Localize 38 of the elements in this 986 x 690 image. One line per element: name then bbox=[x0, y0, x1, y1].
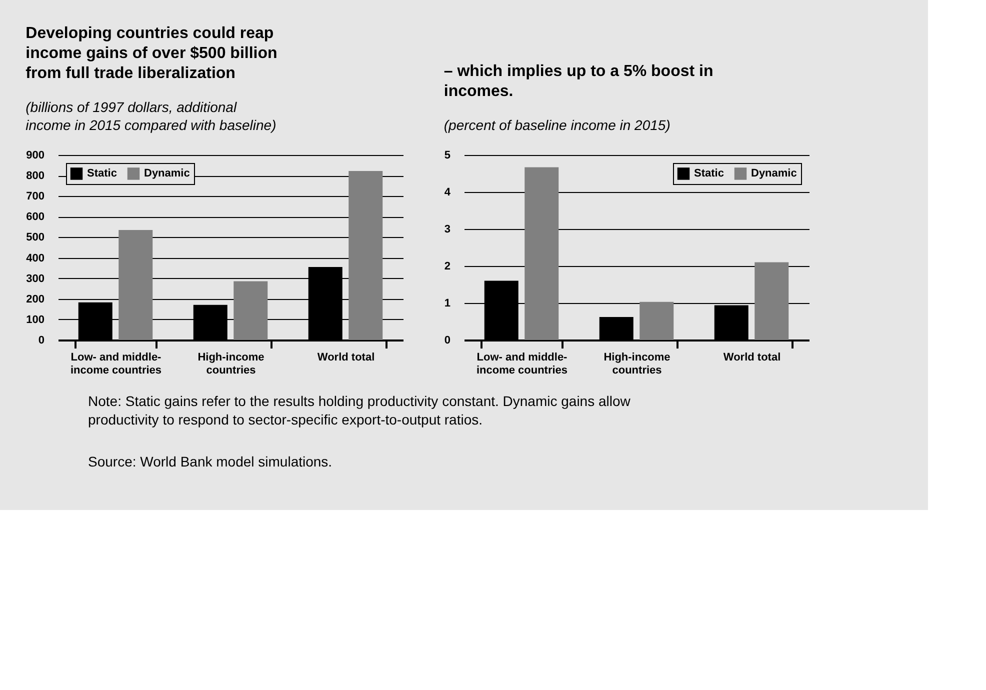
text: Note: Static gains refer to the results holding productivity constant. Dynamic gains allow productivity to respond to sector-specific export-to-output ratios. bbox=[88, 393, 632, 428]
chart-title: Developing countries could reap income gains of over $500 billion from full trade liberalization bbox=[26, 25, 278, 82]
chart-subtitle: (percent of baseline income in 2015) bbox=[444, 117, 670, 133]
y-tick-label: 1 bbox=[444, 298, 450, 310]
y-tick-label: 600 bbox=[26, 211, 44, 224]
legend-label: Dynamic bbox=[144, 168, 190, 180]
legend-label: Dynamic bbox=[751, 168, 797, 180]
legend-label: Static bbox=[694, 168, 724, 180]
x-tick-label: World total bbox=[723, 352, 781, 364]
y-tick-label: 2 bbox=[444, 260, 450, 272]
y-tick-label: 0 bbox=[444, 334, 450, 346]
x-tick-label: World total bbox=[317, 352, 375, 364]
y-tick-label: 100 bbox=[26, 314, 44, 326]
y-tick-label: 500 bbox=[26, 232, 44, 244]
y-tick-label: 5 bbox=[444, 150, 450, 162]
y-tick-label: 800 bbox=[26, 170, 44, 182]
bar bbox=[754, 262, 789, 340]
x-tick-label: Low- and middle-income countries bbox=[70, 352, 162, 376]
y-tick-label: 300 bbox=[26, 272, 44, 285]
y-tick-label: 3 bbox=[444, 224, 450, 236]
bar bbox=[524, 167, 559, 340]
y-tick-label: 4 bbox=[444, 186, 452, 198]
bar bbox=[348, 171, 383, 340]
chart-subtitle: (billions of 1997 dollars, additional income in 2015 compared with baseline) bbox=[26, 99, 276, 133]
x-tick-label: High-income countries bbox=[198, 352, 264, 376]
y-tick-label: 0 bbox=[38, 334, 44, 346]
y-tick-label: 200 bbox=[26, 293, 44, 306]
bar bbox=[234, 281, 268, 340]
x-tick-label: Low- and middle-income countries bbox=[476, 352, 568, 376]
chart-title: – which implies up to a 5% boost in incomes. bbox=[444, 63, 714, 100]
source-note: Source: World Bank model simulations. bbox=[88, 454, 332, 470]
y-tick-label: 700 bbox=[26, 190, 44, 203]
legend-label: Static bbox=[87, 168, 117, 180]
y-tick-label: 900 bbox=[26, 150, 44, 162]
bar bbox=[640, 302, 674, 340]
bar bbox=[118, 230, 153, 340]
y-tick-label: 400 bbox=[26, 252, 44, 264]
x-tick-label: High-income countries bbox=[604, 352, 670, 376]
